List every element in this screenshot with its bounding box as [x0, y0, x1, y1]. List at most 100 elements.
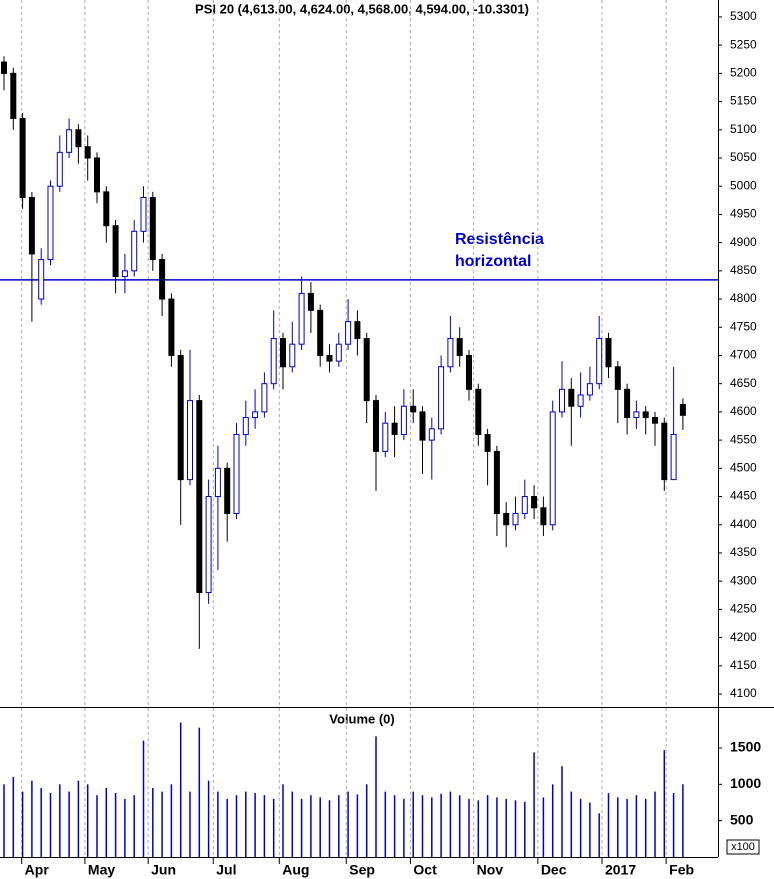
candle-body: [326, 354, 333, 362]
candle-body: [400, 405, 407, 435]
y-tick-label: 4600: [730, 404, 757, 418]
candle-body: [47, 185, 54, 261]
candle-body: [28, 196, 35, 255]
x-tick-label: Dec: [541, 862, 567, 878]
candle-body: [252, 411, 259, 419]
candle-body: [121, 270, 128, 277]
chart-title: PSI 20 (4,613.00, 4,624.00, 4,568.00, 4,…: [195, 1, 529, 16]
candle-body: [568, 388, 575, 407]
candle-body: [196, 400, 203, 593]
candle-body: [652, 417, 658, 424]
candle-body: [484, 433, 491, 452]
candle-body: [233, 433, 240, 514]
candle-body: [624, 388, 631, 419]
candle-body: [661, 422, 668, 481]
candle-body: [577, 394, 584, 407]
candle-body: [614, 366, 621, 390]
candle-body: [670, 433, 677, 481]
candle-body: [447, 338, 454, 368]
candle-body: [224, 467, 231, 514]
y-tick-label: 1500: [730, 739, 761, 755]
y-tick-label: 4550: [730, 432, 757, 446]
x-tick-label: Sep: [349, 862, 375, 878]
x-tick-label: Feb: [669, 862, 694, 878]
annotation: horizontal: [455, 253, 531, 270]
y-tick-label: 5250: [730, 37, 757, 51]
candle-body: [382, 422, 389, 452]
candle-body: [298, 292, 305, 345]
y-tick-label: 1000: [730, 775, 761, 791]
volume-title: Volume (0): [329, 711, 395, 726]
candle-body: [531, 496, 538, 509]
y-tick-label: 4200: [730, 630, 757, 644]
candle-body: [419, 411, 426, 441]
candle-body: [456, 338, 463, 356]
y-tick-label: 4950: [730, 207, 757, 221]
y-tick-label: 5150: [730, 94, 757, 108]
y-tick-label: 4650: [730, 376, 757, 390]
y-tick-label: 5200: [730, 66, 757, 80]
candle-body: [205, 496, 212, 593]
candle-body: [168, 298, 175, 356]
y-tick-label: 4700: [730, 348, 757, 362]
x-tick-label: May: [88, 862, 115, 878]
unit-box: [726, 839, 760, 855]
x-tick-label: Jun: [151, 862, 176, 878]
candle-body: [187, 400, 193, 481]
candle-body: [373, 400, 379, 452]
candle-body: [512, 512, 519, 526]
candle-body: [131, 230, 138, 272]
y-tick-label: 500: [730, 811, 754, 827]
candle-body: [66, 129, 73, 153]
y-tick-label: 4300: [730, 573, 757, 587]
candle-body: [493, 450, 500, 514]
candle-body: [345, 321, 352, 345]
candle-body: [438, 366, 445, 430]
candle-body: [633, 411, 640, 419]
candle-body: [103, 191, 110, 227]
y-tick-label: 4450: [730, 489, 757, 503]
candle-body: [19, 117, 26, 198]
y-tick-label: 4500: [730, 460, 757, 474]
candle-body: [10, 72, 17, 119]
y-tick-label: 4900: [730, 235, 757, 249]
y-tick-label: 4350: [730, 545, 757, 559]
candle-body: [140, 196, 147, 232]
candle-body: [503, 512, 510, 526]
candle-body: [84, 146, 91, 159]
x-tick-label: Aug: [282, 862, 309, 878]
candle-body: [261, 383, 268, 413]
candle-body: [391, 422, 398, 435]
candle-body: [428, 428, 435, 441]
candle-body: [149, 196, 156, 261]
x-tick-label: Apr: [25, 862, 50, 878]
y-tick-label: 4750: [730, 319, 757, 333]
y-tick-label: 5050: [730, 150, 757, 164]
y-tick-label: 5100: [730, 122, 757, 136]
x-tick-label: Oct: [413, 862, 437, 878]
x-tick-label: Nov: [477, 862, 504, 878]
candle-body: [56, 151, 63, 187]
candle-body: [642, 411, 649, 419]
candle-body: [605, 338, 612, 368]
candle-body: [521, 496, 528, 514]
y-tick-label: 4850: [730, 263, 757, 277]
candle-body: [112, 225, 119, 277]
candle-body: [540, 507, 547, 526]
y-tick-label: 5000: [730, 178, 757, 192]
annotation: Resistência: [455, 231, 544, 248]
candle-body: [466, 354, 472, 390]
candle-body: [289, 343, 296, 368]
candle-body: [307, 292, 314, 311]
candle-body: [559, 388, 565, 413]
y-tick-label: 4250: [730, 602, 757, 616]
candle-body: [270, 338, 277, 385]
candle-body: [177, 354, 184, 481]
candle-body: [242, 417, 249, 435]
y-tick-label: 4800: [730, 291, 757, 305]
candle-body: [317, 309, 324, 356]
candle-body: [596, 338, 603, 385]
candle-body: [75, 129, 82, 148]
candle-body: [94, 157, 100, 193]
